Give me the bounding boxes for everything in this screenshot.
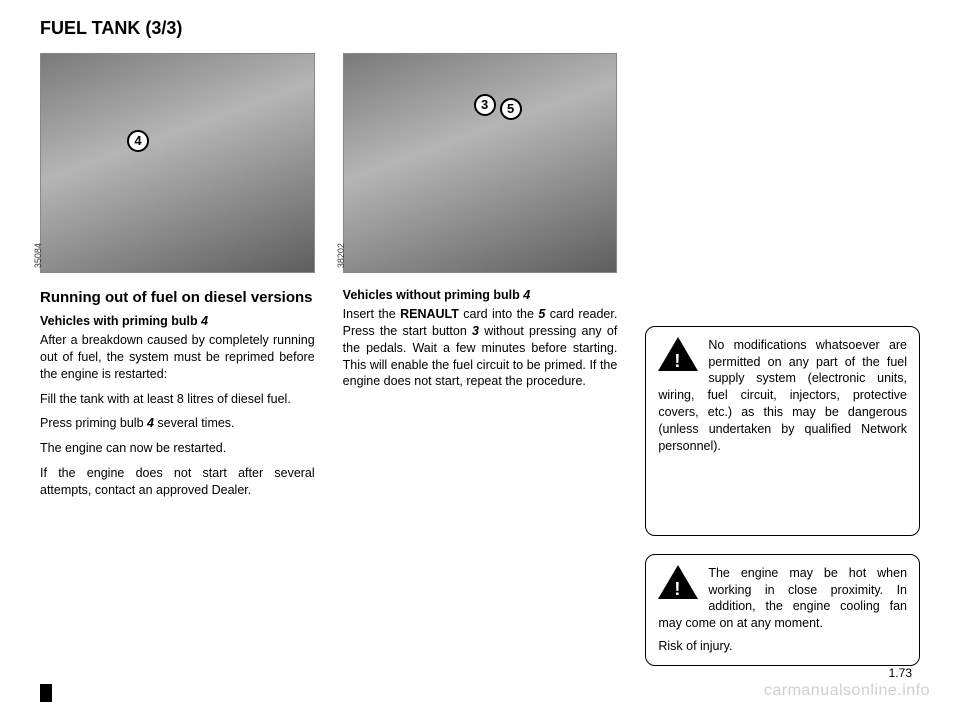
warning-triangle-icon	[658, 565, 700, 603]
warning2-risk: Risk of injury.	[658, 638, 907, 655]
callout-5: 5	[500, 98, 522, 120]
watermark: carmanualsonline.info	[764, 682, 930, 700]
section-heading: Running out of fuel on diesel versions	[40, 289, 315, 307]
sub1-title-text: Vehicles with priming bulb	[40, 314, 201, 328]
para-fill-tank: Fill the tank with at least 8 litres of …	[40, 391, 315, 408]
para3a: Press priming bulb	[40, 416, 147, 430]
p1brand: RENAULT	[400, 307, 459, 321]
para-dealer: If the engine does not start after sever…	[40, 465, 315, 499]
column-center: 38202 3 5 Vehicles without priming bulb …	[343, 53, 618, 690]
vehicles-without-bulb-heading: Vehicles without priming bulb 4	[343, 287, 618, 304]
photo-id-center: 38202	[335, 243, 347, 268]
p1a: Insert the	[343, 307, 400, 321]
column-right: No modifications whatsoever are permitte…	[645, 53, 920, 690]
figure-interior: 38202 3 5	[343, 53, 618, 273]
para-breakdown: After a breakdown caused by completely r…	[40, 332, 315, 383]
para3ref: 4	[147, 416, 154, 430]
p1b: card into the	[459, 307, 538, 321]
page-title: FUEL TANK (3/3)	[40, 18, 920, 39]
para-restart: The engine can now be restarted.	[40, 440, 315, 457]
footer-black-mark	[40, 684, 52, 702]
sub2-ref: 4	[523, 288, 530, 302]
content-columns: 35084 4 Running out of fuel on diesel ve…	[40, 53, 920, 690]
callout-4: 4	[127, 130, 149, 152]
para-press-bulb: Press priming bulb 4 several times.	[40, 415, 315, 432]
warning-no-modifications: No modifications whatsoever are permitte…	[645, 326, 920, 536]
column-left: 35084 4 Running out of fuel on diesel ve…	[40, 53, 315, 690]
manual-page: FUEL TANK (3/3) 35084 4 Running out of f…	[0, 0, 960, 710]
sub1-ref: 4	[201, 314, 208, 328]
photo-id-left: 35084	[32, 243, 44, 268]
vehicles-with-bulb-heading: Vehicles with priming bulb 4	[40, 313, 315, 330]
page-number: 1.73	[889, 666, 912, 680]
p1ref3: 3	[472, 324, 479, 338]
para3b: several times.	[154, 416, 235, 430]
callout-3: 3	[474, 94, 496, 116]
warning-hot-engine: The engine may be hot when working in cl…	[645, 554, 920, 666]
para-insert-card: Insert the RENAULT card into the 5 card …	[343, 306, 618, 390]
warning-triangle-icon	[658, 337, 700, 375]
sub2-title-text: Vehicles without priming bulb	[343, 288, 524, 302]
figure-engine-bay: 35084 4	[40, 53, 315, 273]
